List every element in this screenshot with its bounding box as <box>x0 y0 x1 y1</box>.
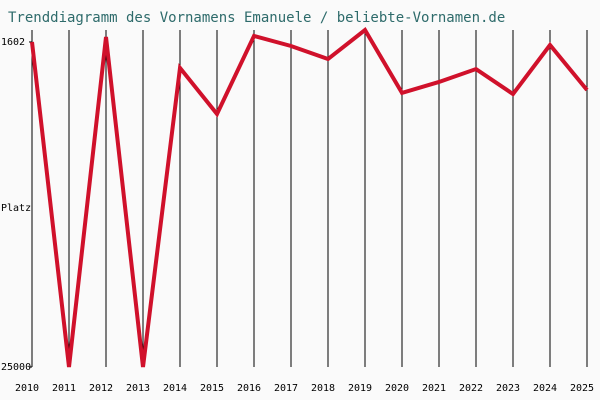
x-tick-label: 2023 <box>496 383 520 394</box>
x-tick-label: 2011 <box>52 383 76 394</box>
x-tick-label: 2013 <box>126 383 150 394</box>
y-axis-label: Platz <box>1 203 31 214</box>
x-tick-label: 2020 <box>385 383 409 394</box>
x-tick-label: 2024 <box>533 383 557 394</box>
data-line <box>30 27 589 368</box>
y-tick-label: 25000 <box>1 362 31 373</box>
x-tick-label: 2022 <box>459 383 483 394</box>
x-tick-label: 2021 <box>422 383 446 394</box>
x-tick-label: 2012 <box>89 383 113 394</box>
chart-title: Trenddiagramm des Vornamens Emanuele / b… <box>8 10 505 26</box>
x-tick-label: 2019 <box>348 383 372 394</box>
y-tick-label: 1602 <box>1 37 25 48</box>
x-tick-label: 2017 <box>274 383 298 394</box>
x-tick-label: 2010 <box>15 383 39 394</box>
x-tick-label: 2014 <box>163 383 187 394</box>
x-tick-label: 2018 <box>311 383 335 394</box>
x-tick-label: 2016 <box>237 383 261 394</box>
x-tick-label: 2025 <box>570 383 594 394</box>
x-tick-label: 2015 <box>200 383 224 394</box>
